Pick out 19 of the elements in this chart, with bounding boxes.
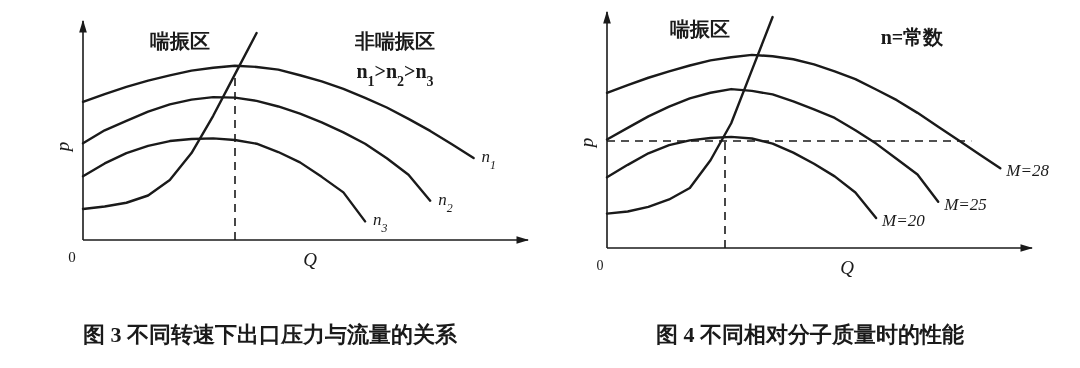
series-label: M=25 xyxy=(943,194,987,214)
text: 0 xyxy=(596,258,604,273)
text: 0 xyxy=(68,249,76,265)
annotation: 喘振区 xyxy=(150,30,210,52)
y-axis-title: p xyxy=(576,137,597,150)
annotation: n$_{1}$>n$_{2}$>n$_{3}$ xyxy=(356,60,434,89)
annotation: 非喘振区 xyxy=(354,30,435,52)
series-label: M=28 xyxy=(1005,161,1050,181)
x-axis-title: Q xyxy=(303,249,318,270)
annotation: n=常数 xyxy=(880,26,945,48)
series-label: n$_{1}$ xyxy=(481,147,497,173)
x-axis-title: Q xyxy=(840,257,855,278)
text: 图 4 不同相对分子质量时的性能 xyxy=(656,322,964,347)
series-label: M=20 xyxy=(881,210,926,230)
annotation: 喘振区 xyxy=(670,18,730,40)
series-label: n$_{2}$ xyxy=(438,189,453,215)
text: 图 3 不同转速下出口压力与流量的关系 xyxy=(83,322,458,347)
series-label: n$_{3}$ xyxy=(373,210,388,236)
y-axis-title: p xyxy=(52,141,73,154)
